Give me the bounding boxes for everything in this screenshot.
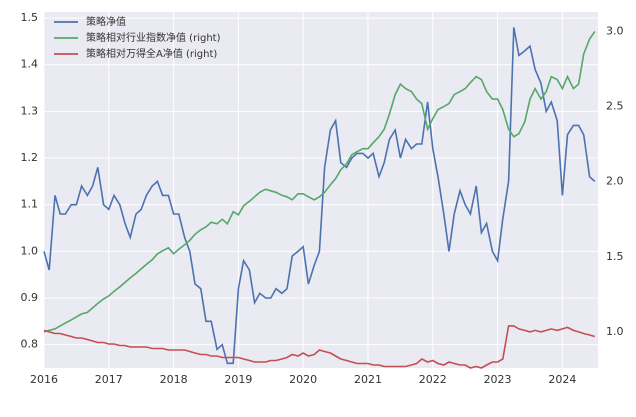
x-tick-label: 2017 [95,373,123,386]
y-tick-label: 1.3 [21,104,39,117]
y-tick-label: 1.2 [21,151,39,164]
series-line [43,31,596,333]
y-tick-label: 0.8 [21,338,39,351]
y-tick-label: 1.1 [21,198,39,211]
x-tick-label: 2022 [419,373,447,386]
legend-label: 策略相对行业指数净值 (right) [86,31,221,44]
x-tick-label: 2019 [224,373,252,386]
x-tick-label: 2021 [354,373,382,386]
y2-tick-label: 2.5 [606,100,624,113]
plot-area [44,12,598,368]
x-tick-label: 2023 [484,373,512,386]
y2-tick-label: 1.0 [606,325,624,338]
y-tick-label: 0.9 [21,291,39,304]
y-tick-label: 1.5 [21,11,39,24]
y-tick-label: 1.4 [21,58,39,71]
y2-tick-label: 3.0 [606,25,624,38]
x-tick-label: 2016 [30,373,58,386]
legend-label: 策略净值 [86,15,126,28]
legend-label: 策略相对万得全A净值 (right) [86,47,217,60]
y2-tick-label: 2.0 [606,175,624,188]
x-tick-label: 2018 [160,373,188,386]
series-line [43,27,596,365]
x-tick-label: 2024 [548,373,576,386]
y2-tick-label: 1.5 [606,250,624,263]
y-tick-label: 1.0 [21,244,39,257]
x-tick-label: 2020 [289,373,317,386]
series-line [43,325,596,369]
